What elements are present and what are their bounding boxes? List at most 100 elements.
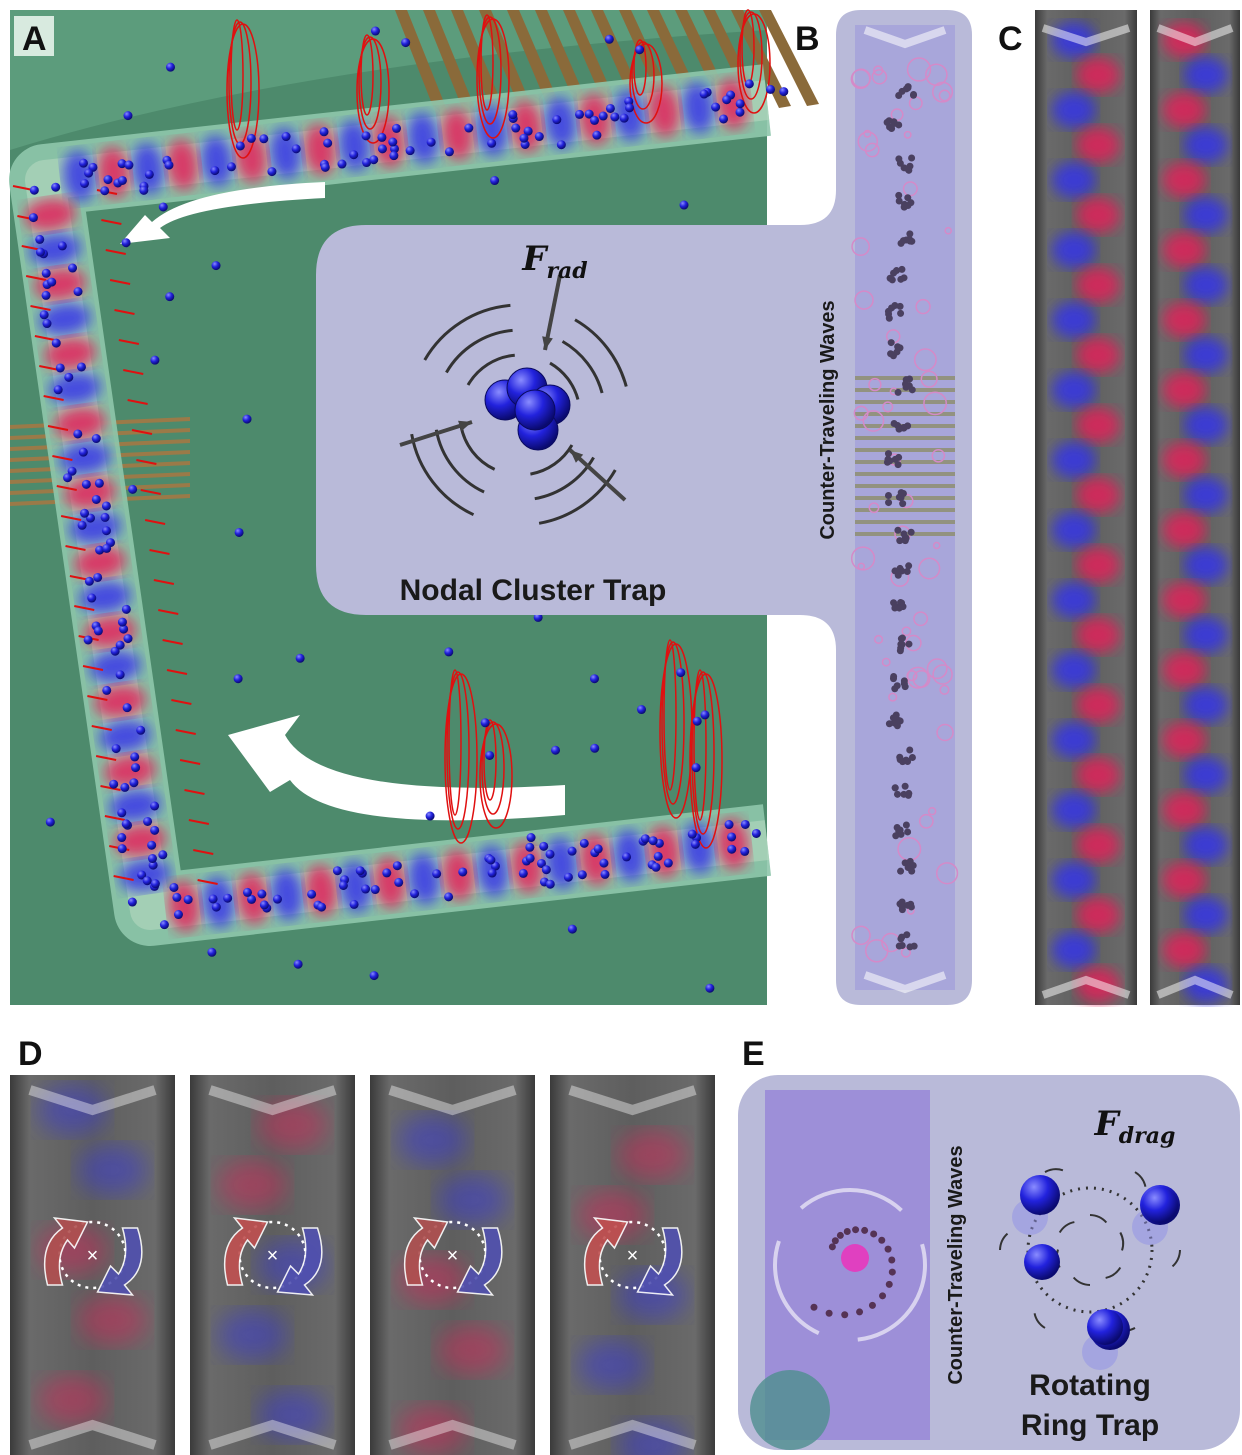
- bead: [93, 573, 102, 582]
- bead: [46, 818, 55, 827]
- bead: [339, 881, 348, 890]
- bead-cluster: [895, 121, 902, 128]
- bead: [267, 167, 276, 176]
- bead: [92, 434, 101, 443]
- pressure-blob: [1076, 617, 1120, 653]
- bead-cluster: [906, 746, 913, 753]
- bead: [388, 138, 397, 147]
- bead: [649, 836, 658, 845]
- bead: [745, 79, 754, 88]
- bead: [508, 110, 517, 119]
- bead: [323, 139, 332, 148]
- bead-cluster: [894, 527, 901, 534]
- pressure-blob: [78, 1145, 148, 1195]
- bead: [95, 479, 104, 488]
- bead: [159, 203, 168, 212]
- bead: [741, 820, 750, 829]
- bead: [212, 261, 221, 270]
- bead: [625, 103, 634, 112]
- bead: [841, 1311, 848, 1318]
- bead: [236, 141, 245, 150]
- bead: [599, 112, 608, 121]
- pressure-blob: [1052, 92, 1096, 128]
- bead: [94, 626, 103, 635]
- bead: [166, 63, 175, 72]
- bead-cluster: [898, 240, 905, 247]
- bead: [150, 826, 159, 835]
- bead: [356, 866, 365, 875]
- pressure-blob: [218, 1310, 288, 1360]
- bead-cluster: [895, 389, 902, 396]
- bead-cluster: [892, 832, 899, 839]
- bead: [406, 146, 415, 155]
- bead: [227, 162, 236, 171]
- bead-cluster: [910, 92, 917, 99]
- bead-cluster: [885, 499, 892, 506]
- bead: [42, 269, 51, 278]
- pressure-blob: [1076, 477, 1120, 513]
- ring-caption: Ring Trap: [1021, 1409, 1159, 1442]
- bead: [487, 139, 496, 148]
- pressure-blob: [1162, 372, 1206, 408]
- bead: [56, 363, 65, 372]
- bead: [393, 861, 402, 870]
- bead: [580, 839, 589, 848]
- bead: [688, 830, 697, 839]
- bead: [260, 900, 269, 909]
- pressure-blob: [578, 1340, 648, 1390]
- bead: [29, 213, 38, 222]
- bead: [401, 38, 410, 47]
- bead: [87, 594, 96, 603]
- bead: [856, 1308, 863, 1315]
- trap-center: ×: [627, 1245, 639, 1267]
- pressure-blob: [1184, 687, 1228, 723]
- pressure-blob: [1076, 897, 1120, 933]
- bead-cluster: [890, 714, 897, 721]
- bead: [139, 186, 148, 195]
- bead: [235, 528, 244, 537]
- bead-cluster: [885, 492, 892, 499]
- bead: [124, 161, 133, 170]
- bead: [578, 870, 587, 879]
- bead: [692, 763, 701, 772]
- panel-label: C: [998, 20, 1023, 58]
- bead: [362, 131, 371, 140]
- panel-label: A: [22, 20, 47, 58]
- bead: [63, 473, 72, 482]
- bead: [392, 124, 401, 133]
- pressure-blob: [1076, 757, 1120, 793]
- bead: [546, 850, 555, 859]
- bead: [600, 870, 609, 879]
- bead: [151, 879, 160, 888]
- bead: [350, 900, 359, 909]
- bead-cluster: [899, 603, 906, 610]
- bead: [378, 144, 387, 153]
- bead: [130, 752, 139, 761]
- bead: [320, 127, 329, 136]
- pressure-blob: [1184, 197, 1228, 233]
- bead: [123, 703, 132, 712]
- bead-cluster: [894, 791, 901, 798]
- panel-label: B: [795, 20, 820, 58]
- bead: [610, 112, 619, 121]
- bead: [888, 1257, 895, 1264]
- bead: [131, 763, 140, 772]
- bead: [51, 183, 60, 192]
- pressure-blob: [1184, 127, 1228, 163]
- bead: [78, 521, 87, 530]
- bead-cluster: [907, 865, 914, 872]
- pressure-blob: [1162, 302, 1206, 338]
- bead: [557, 140, 566, 149]
- bead: [427, 138, 436, 147]
- bead-cluster: [900, 490, 907, 497]
- bead: [735, 108, 744, 117]
- bead: [164, 161, 173, 170]
- panel-d: ××××: [10, 1075, 715, 1455]
- bead: [620, 114, 629, 123]
- bead-cluster: [891, 420, 898, 427]
- bead: [382, 868, 391, 877]
- bead-cluster: [897, 756, 904, 763]
- pressure-blob: [1162, 232, 1206, 268]
- bead: [725, 820, 734, 829]
- bead: [79, 159, 88, 168]
